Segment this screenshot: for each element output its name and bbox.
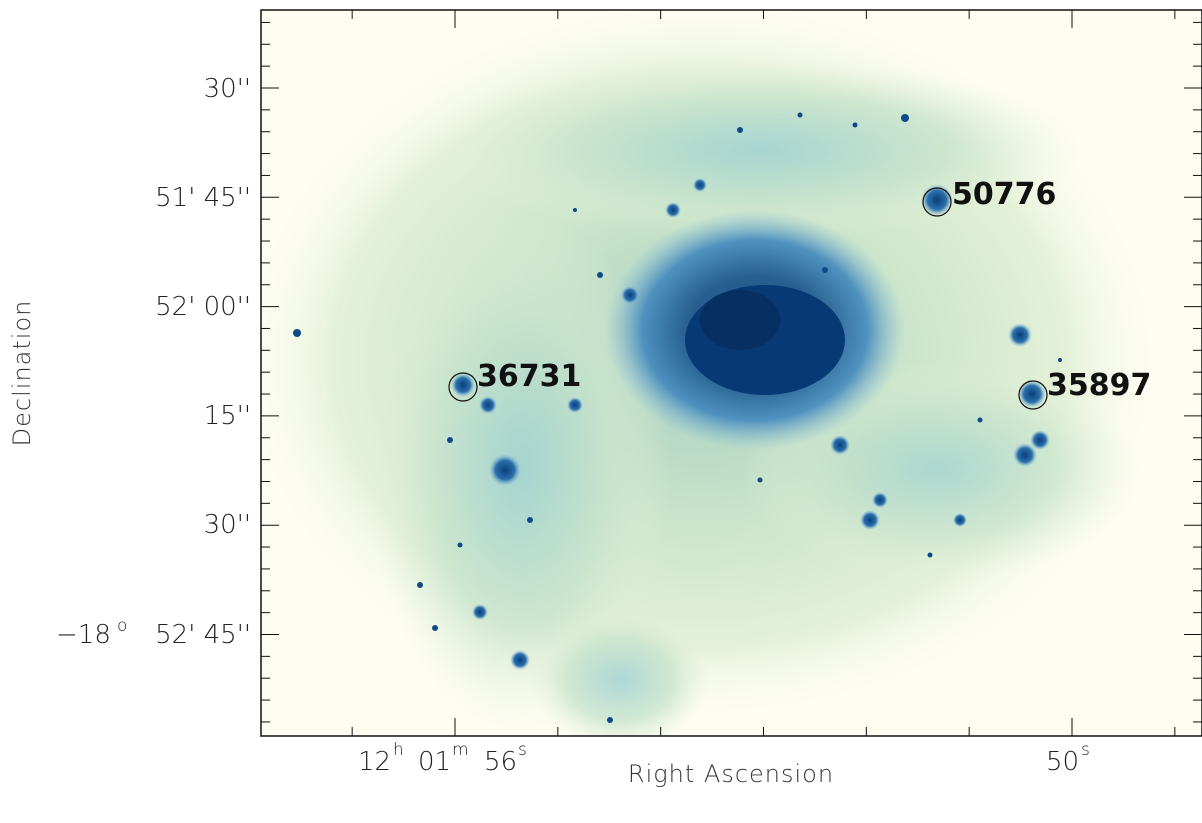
degrees-value: −18 — [56, 620, 111, 650]
y-tick-labels: 30'' 51' 45'' 52' 00'' 15'' 30'' −18 o 5… — [56, 74, 251, 650]
left-ticks — [261, 21, 279, 723]
right-ticks — [1184, 21, 1202, 723]
southern-tail — [530, 610, 710, 736]
galaxy-image — [261, 10, 1202, 736]
y-tick-label: 30'' — [204, 74, 251, 104]
y-tick-label: 51' 45'' — [155, 183, 251, 213]
seconds-symbol: s — [1081, 740, 1090, 760]
y-tick-label: 52' 45'' — [155, 620, 251, 650]
y-tick-label: 15'' — [204, 401, 251, 431]
northern-arm — [440, 60, 1080, 240]
source-marker-36731: 36731 — [448, 359, 581, 402]
minutes-symbol: m — [452, 740, 469, 760]
source-label: 36731 — [477, 359, 581, 394]
seconds-symbol: s — [518, 740, 527, 760]
x-axis-title: Right Ascension — [628, 760, 834, 788]
seconds-value: 50 — [1046, 747, 1079, 777]
degrees-symbol: o — [117, 616, 127, 636]
minutes-value: 01 — [418, 747, 451, 777]
seconds-value: 56 — [484, 747, 517, 777]
source-circle — [448, 372, 478, 402]
galaxy-nucleus-inner — [700, 290, 780, 350]
x-tick-label-50s: 50 s — [1046, 740, 1090, 777]
hours-value: 12 — [358, 747, 391, 777]
plot-frame — [260, 9, 1202, 737]
hours-symbol: h — [393, 740, 404, 760]
star-clusters — [451, 178, 1050, 670]
source-circle — [922, 187, 952, 217]
source-circle — [1018, 380, 1048, 410]
y-tick-label: 52' 00'' — [155, 292, 251, 322]
source-label: 50776 — [952, 177, 1056, 212]
source-marker-50776: 50776 — [922, 177, 1056, 217]
x-tick-label-56s: 12 h 01 m 56 s — [358, 740, 527, 777]
source-marker-35897: 35897 — [1018, 368, 1151, 410]
point-sources — [293, 112, 1062, 723]
y-tick-label-degrees: −18 o 52' 45'' — [56, 616, 251, 650]
y-tick-label: 30'' — [204, 510, 251, 540]
source-label: 35897 — [1047, 368, 1151, 403]
bottom-ticks — [351, 718, 1176, 736]
y-axis-title: Declination — [8, 300, 36, 447]
top-ticks — [351, 10, 1176, 28]
